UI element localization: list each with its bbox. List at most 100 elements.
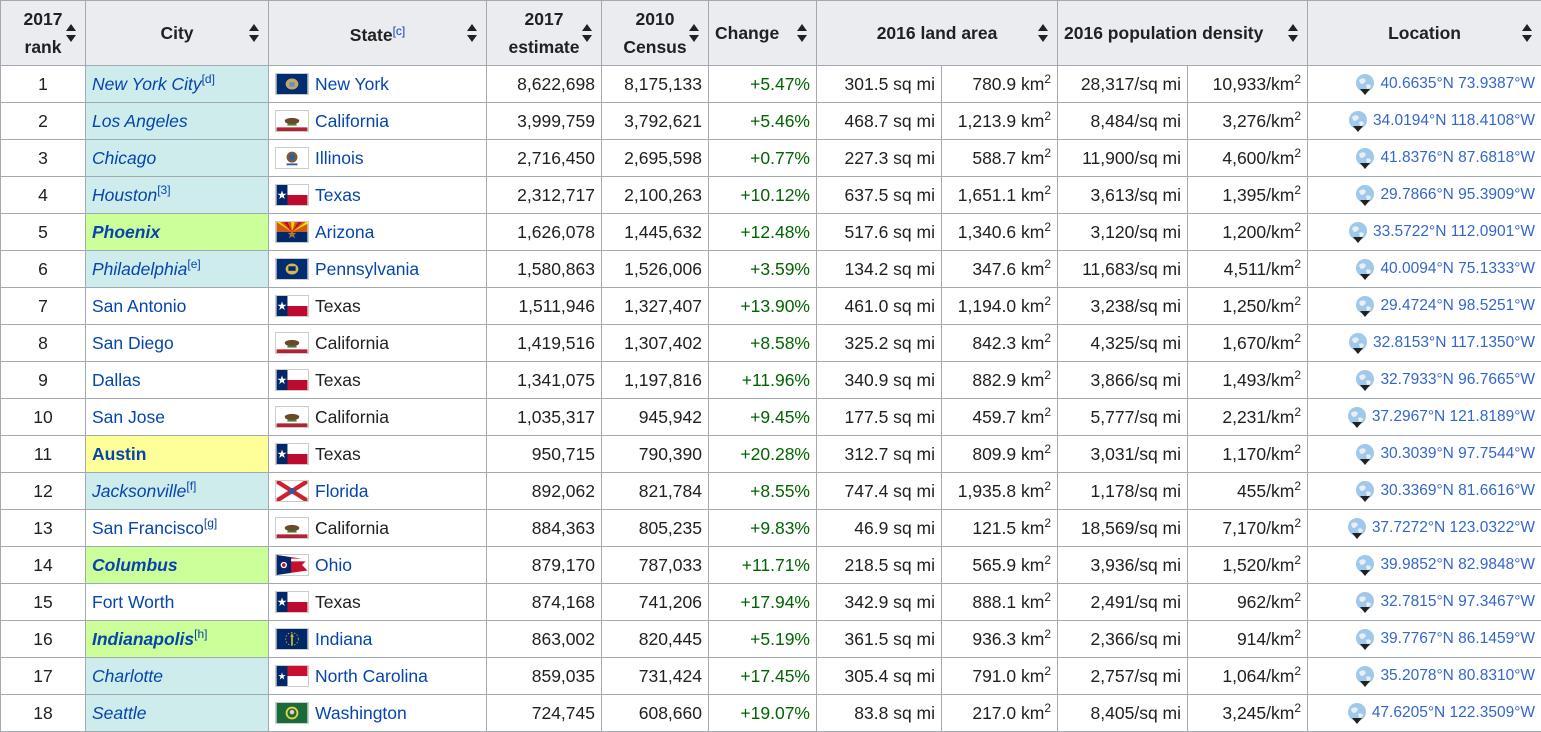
city-link[interactable]: Columbus: [92, 555, 178, 575]
coordinates-link[interactable]: 30.3369°N 81.6616°W: [1380, 482, 1535, 499]
globe-icon[interactable]: [1354, 73, 1376, 95]
globe-icon[interactable]: [1354, 369, 1376, 391]
header-change[interactable]: Change: [709, 1, 817, 66]
indiana-flag-icon[interactable]: [275, 628, 309, 650]
globe-icon[interactable]: [1354, 184, 1376, 206]
coordinates-link[interactable]: 35.2078°N 80.8310°W: [1380, 667, 1535, 684]
state-link[interactable]: Pennsylvania: [315, 259, 419, 279]
state-link[interactable]: Florida: [315, 481, 369, 501]
arizona-flag-icon[interactable]: [275, 221, 309, 243]
coordinates-link[interactable]: 47.6205°N 122.3509°W: [1372, 704, 1535, 721]
sort-icon[interactable]: [66, 24, 77, 42]
texas-flag-icon[interactable]: [275, 591, 309, 613]
globe-icon[interactable]: [1354, 665, 1376, 687]
coordinates-link[interactable]: 32.7933°N 96.7665°W: [1380, 371, 1535, 388]
globe-icon[interactable]: [1346, 517, 1368, 539]
coordinates-link[interactable]: 30.3039°N 97.7544°W: [1380, 445, 1535, 462]
sort-icon[interactable]: [689, 24, 700, 42]
pennsylvania-flag-icon[interactable]: [275, 258, 309, 280]
coordinates-link[interactable]: 34.0194°N 118.4108°W: [1373, 112, 1535, 129]
globe-icon[interactable]: [1347, 221, 1369, 243]
city-link[interactable]: Dallas: [92, 370, 141, 390]
city-link[interactable]: San Antonio: [92, 296, 186, 316]
florida-flag-icon[interactable]: [275, 480, 309, 502]
coordinates-link[interactable]: 32.7815°N 97.3467°W: [1380, 593, 1535, 610]
sort-icon[interactable]: [797, 24, 808, 42]
city-note-link[interactable]: [h]: [194, 627, 207, 641]
texas-flag-icon[interactable]: [275, 443, 309, 465]
state-link[interactable]: Indiana: [315, 629, 372, 649]
coordinates-link[interactable]: 37.2967°N 121.8189°W: [1372, 408, 1535, 425]
sort-icon[interactable]: [1038, 24, 1049, 42]
north-carolina-flag-icon[interactable]: [275, 665, 309, 687]
city-note-link[interactable]: [e]: [187, 257, 200, 271]
city-link[interactable]: Jacksonville: [92, 481, 186, 501]
california-flag-icon[interactable]: [275, 517, 309, 539]
texas-flag-icon[interactable]: [275, 369, 309, 391]
globe-icon[interactable]: [1354, 258, 1376, 280]
header-census[interactable]: 2010 Census: [602, 1, 709, 66]
california-flag-icon[interactable]: [275, 406, 309, 428]
sort-icon[interactable]: [249, 24, 260, 42]
sort-icon[interactable]: [1522, 24, 1533, 42]
washington-flag-icon[interactable]: [275, 702, 309, 724]
header-city[interactable]: City: [86, 1, 269, 66]
city-note-link[interactable]: [f]: [186, 479, 196, 493]
coordinates-link[interactable]: 39.9852°N 82.9848°W: [1380, 556, 1535, 573]
city-note-link[interactable]: [3]: [157, 183, 170, 197]
state-link[interactable]: New York: [315, 74, 389, 94]
city-note-link[interactable]: [d]: [202, 72, 215, 86]
coordinates-link[interactable]: 37.7272°N 123.0322°W: [1372, 519, 1535, 536]
coordinates-link[interactable]: 40.6635°N 73.9387°W: [1380, 75, 1535, 92]
coordinates-link[interactable]: 32.8153°N 117.1350°W: [1373, 334, 1535, 351]
state-link[interactable]: Texas: [315, 185, 361, 205]
header-estimate[interactable]: 2017 estimate: [487, 1, 602, 66]
coordinates-link[interactable]: 33.5722°N 112.0901°W: [1373, 223, 1535, 240]
coordinates-link[interactable]: 39.7767°N 86.1459°W: [1380, 630, 1535, 647]
globe-icon[interactable]: [1347, 110, 1369, 132]
city-link[interactable]: Charlotte: [92, 666, 163, 686]
city-link[interactable]: Houston: [92, 185, 157, 205]
ohio-flag-icon[interactable]: [275, 554, 309, 576]
city-link[interactable]: Fort Worth: [92, 592, 174, 612]
globe-icon[interactable]: [1346, 406, 1368, 428]
city-link[interactable]: Seattle: [92, 703, 146, 723]
header-state[interactable]: State[c]: [269, 1, 487, 66]
header-land-area[interactable]: 2016 land area: [817, 1, 1058, 66]
globe-icon[interactable]: [1354, 554, 1376, 576]
sort-icon[interactable]: [467, 24, 478, 42]
city-link[interactable]: New York City: [92, 74, 202, 94]
state-note-link[interactable]: [c]: [393, 24, 406, 38]
state-link[interactable]: Illinois: [315, 148, 364, 168]
header-density[interactable]: 2016 population density: [1058, 1, 1308, 66]
sort-icon[interactable]: [582, 24, 593, 42]
globe-icon[interactable]: [1347, 332, 1369, 354]
city-link[interactable]: Phoenix: [92, 222, 160, 242]
coordinates-link[interactable]: 40.0094°N 75.1333°W: [1380, 260, 1535, 277]
new-york-flag-icon[interactable]: [275, 73, 309, 95]
state-link[interactable]: California: [315, 111, 389, 131]
texas-flag-icon[interactable]: [275, 184, 309, 206]
coordinates-link[interactable]: 41.8376°N 87.6818°W: [1380, 149, 1535, 166]
globe-icon[interactable]: [1354, 147, 1376, 169]
city-link[interactable]: San Diego: [92, 333, 174, 353]
header-rank[interactable]: 2017 rank: [1, 1, 86, 66]
state-link[interactable]: Washington: [315, 703, 407, 723]
city-link[interactable]: Chicago: [92, 148, 156, 168]
city-link[interactable]: San Francisco: [92, 518, 204, 538]
city-note-link[interactable]: [g]: [204, 516, 217, 530]
state-link[interactable]: Ohio: [315, 555, 352, 575]
sort-icon[interactable]: [1288, 24, 1299, 42]
city-link[interactable]: Austin: [92, 444, 146, 464]
coordinates-link[interactable]: 29.4724°N 98.5251°W: [1380, 297, 1535, 314]
header-location[interactable]: Location: [1308, 1, 1541, 66]
city-link[interactable]: Indianapolis: [92, 629, 194, 649]
coordinates-link[interactable]: 29.7866°N 95.3909°W: [1380, 186, 1535, 203]
illinois-flag-icon[interactable]: [275, 147, 309, 169]
city-link[interactable]: Los Angeles: [92, 111, 188, 131]
state-link[interactable]: Arizona: [315, 222, 374, 242]
texas-flag-icon[interactable]: [275, 295, 309, 317]
state-link[interactable]: North Carolina: [315, 666, 428, 686]
globe-icon[interactable]: [1354, 480, 1376, 502]
globe-icon[interactable]: [1354, 591, 1376, 613]
